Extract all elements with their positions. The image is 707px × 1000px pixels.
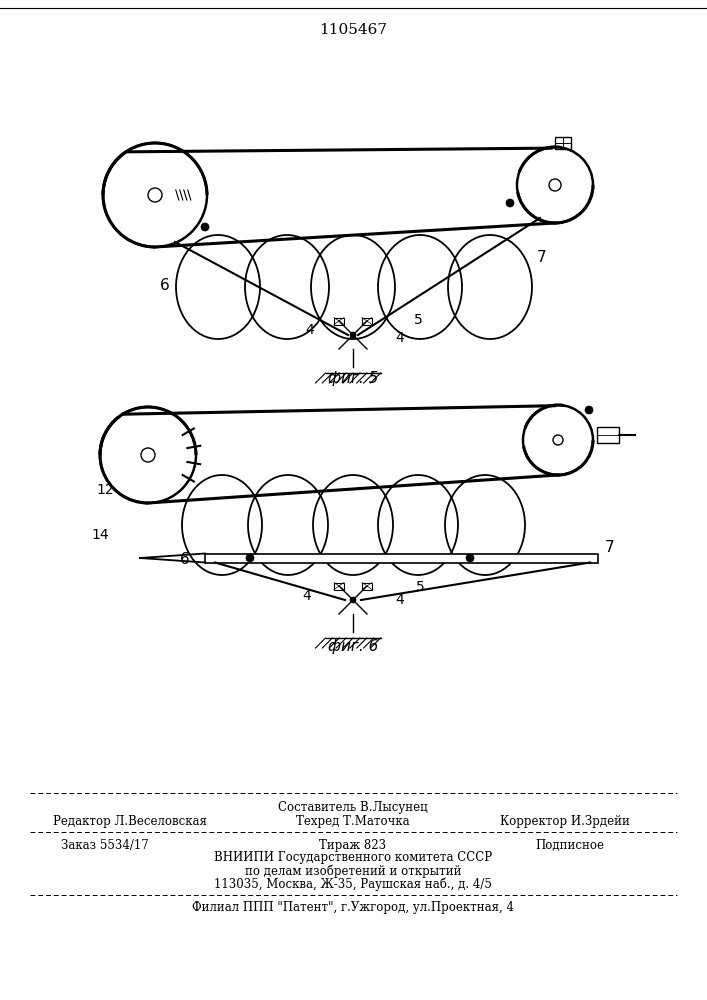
Text: 12: 12	[96, 483, 114, 497]
Text: Филиал ППП "Патент", г.Ужгород, ул.Проектная, 4: Филиал ППП "Патент", г.Ужгород, ул.Проек…	[192, 902, 514, 914]
Text: 6: 6	[160, 277, 170, 292]
Text: 7: 7	[605, 540, 615, 556]
Circle shape	[350, 597, 356, 603]
Circle shape	[506, 199, 514, 207]
Text: ВНИИПИ Государственного комитета СССР: ВНИИПИ Государственного комитета СССР	[214, 852, 492, 864]
FancyBboxPatch shape	[362, 582, 372, 589]
FancyBboxPatch shape	[334, 318, 344, 324]
Text: 1105467: 1105467	[319, 23, 387, 37]
Text: Заказ 5534/17: Заказ 5534/17	[61, 838, 149, 852]
Text: 4: 4	[303, 589, 311, 603]
Text: 4: 4	[396, 593, 404, 607]
FancyBboxPatch shape	[597, 427, 619, 443]
Text: фиг. 5: фиг. 5	[328, 370, 378, 385]
FancyBboxPatch shape	[205, 554, 598, 562]
Circle shape	[246, 554, 254, 562]
Text: Тираж 823: Тираж 823	[320, 838, 387, 852]
Circle shape	[466, 554, 474, 562]
Text: 4: 4	[305, 323, 315, 337]
Text: фиг. 6: фиг. 6	[328, 640, 378, 654]
Circle shape	[201, 223, 209, 231]
FancyBboxPatch shape	[362, 318, 372, 324]
Text: 5: 5	[414, 313, 422, 327]
Text: 14: 14	[91, 528, 109, 542]
FancyBboxPatch shape	[334, 582, 344, 589]
Text: 113035, Москва, Ж-35, Раушская наб., д. 4/5: 113035, Москва, Ж-35, Раушская наб., д. …	[214, 877, 492, 891]
Text: Подписное: Подписное	[535, 838, 604, 852]
Text: 5: 5	[416, 580, 424, 594]
Text: Редактор Л.Веселовская: Редактор Л.Веселовская	[53, 816, 207, 828]
Circle shape	[350, 332, 356, 338]
Text: 6: 6	[180, 552, 190, 568]
Circle shape	[585, 406, 593, 414]
Text: Составитель В.Лысунец: Составитель В.Лысунец	[278, 802, 428, 814]
Text: 7: 7	[537, 250, 547, 265]
FancyBboxPatch shape	[555, 137, 571, 149]
Text: 4: 4	[396, 331, 404, 345]
Text: Корректор И.Зрдейи: Корректор И.Зрдейи	[500, 816, 630, 828]
Text: по делам изобретений и открытий: по делам изобретений и открытий	[245, 864, 461, 878]
Text: Техред Т.Маточка: Техред Т.Маточка	[296, 816, 410, 828]
